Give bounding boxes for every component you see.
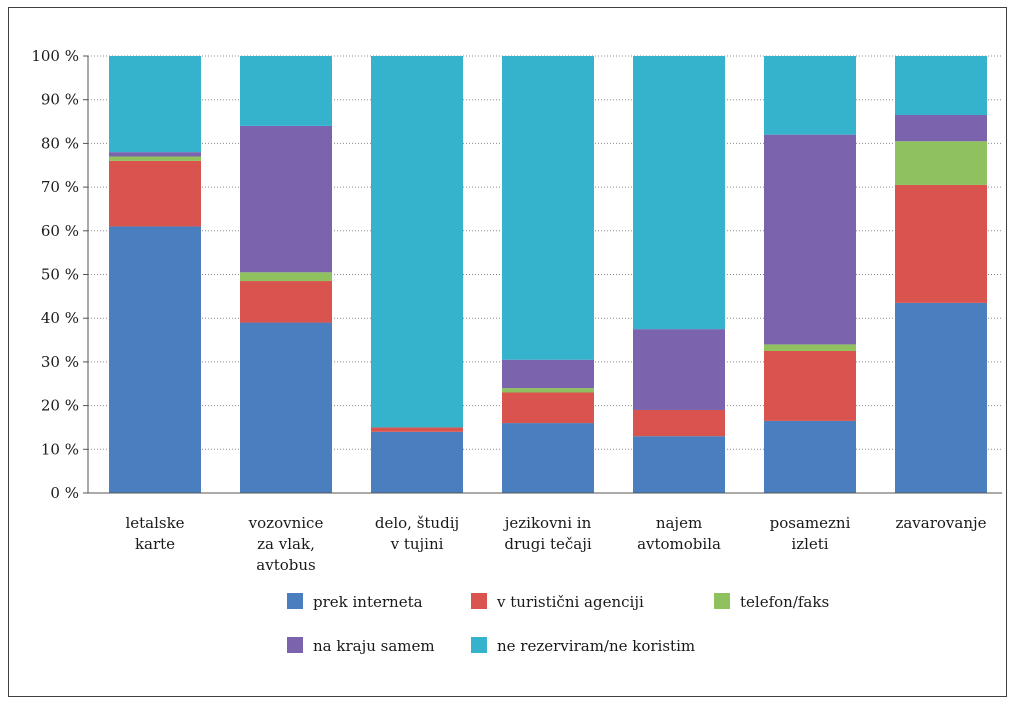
bar-segment xyxy=(240,56,332,126)
y-tick-label: 90 % xyxy=(41,91,79,109)
y-tick-label: 60 % xyxy=(41,222,79,240)
x-category-label: vozovnice xyxy=(248,514,324,532)
bar-segment xyxy=(502,423,594,493)
x-category-label: v tujini xyxy=(390,535,444,553)
bar-segment xyxy=(895,302,987,493)
bar-segment xyxy=(502,56,594,360)
x-category-label: za vlak, xyxy=(257,535,315,553)
bar-stack xyxy=(240,56,332,493)
x-category-label: delo, študij xyxy=(375,514,459,532)
bar-segment xyxy=(502,359,594,389)
x-category-label: drugi tečaji xyxy=(504,535,592,553)
legend-swatch xyxy=(714,593,730,609)
y-tick-label: 20 % xyxy=(41,397,79,415)
bar-segment xyxy=(895,56,987,115)
legend-swatch xyxy=(471,593,487,609)
bar-segment xyxy=(240,322,332,493)
legend-label: telefon/faks xyxy=(740,593,829,611)
x-category-label: posamezni xyxy=(770,514,851,532)
bar-segment xyxy=(633,56,725,330)
bar-segment xyxy=(109,226,201,493)
bar-segment xyxy=(502,388,594,393)
y-tick-labels: 0 % 10 % 20 % 30 % 40 % 50 % 60 % 70 % 80 % 90 % 1… xyxy=(31,47,79,502)
bar-segment xyxy=(240,272,332,282)
category-labels: letalske karte vozovnice za vlak, avtobus del… xyxy=(125,514,986,574)
x-category-label: avtomobila xyxy=(637,535,721,553)
bar-segment xyxy=(764,56,856,135)
bar-segment xyxy=(371,427,463,432)
bar-segment xyxy=(240,125,332,273)
bar-segment xyxy=(371,431,463,493)
x-category-label: avtobus xyxy=(256,556,315,574)
chart-frame xyxy=(8,7,1007,697)
y-tick-label: 0 % xyxy=(50,484,79,502)
y-tick-label: 100 % xyxy=(31,47,79,65)
y-tick-label: 30 % xyxy=(41,353,79,371)
legend-swatch xyxy=(471,637,487,653)
bar-segment xyxy=(633,329,725,410)
x-category-label: izleti xyxy=(791,535,828,553)
bar-segment xyxy=(895,141,987,185)
y-tick-label: 80 % xyxy=(41,134,79,152)
bar-stack xyxy=(633,56,725,493)
bar-stack xyxy=(109,56,201,493)
bar-segment xyxy=(895,184,987,303)
bar-segment xyxy=(633,436,725,493)
x-category-label: jezikovni in xyxy=(503,514,592,532)
bar-segment xyxy=(240,281,332,323)
legend-label: prek interneta xyxy=(313,593,423,611)
legend-item: v turistični agenciji xyxy=(471,593,644,611)
axes xyxy=(83,55,1002,494)
legend: prek interneta v turistični agenciji telef… xyxy=(287,593,829,655)
bar-stack xyxy=(764,56,856,493)
bar-segment xyxy=(502,392,594,424)
bar-stack xyxy=(371,56,463,493)
bar-segment xyxy=(109,156,201,161)
bar-segment xyxy=(764,420,856,493)
legend-label: v turistični agenciji xyxy=(496,593,644,611)
y-tick-label: 10 % xyxy=(41,440,79,458)
x-category-label: najem xyxy=(656,514,702,532)
bar-stacks xyxy=(109,56,987,493)
x-category-label: letalske xyxy=(125,514,184,532)
bar-stack xyxy=(502,56,594,493)
bar-segment xyxy=(633,409,725,437)
legend-item: ne rezerviram/ne koristim xyxy=(471,637,695,655)
bar-segment xyxy=(764,134,856,345)
bar-segment xyxy=(371,56,463,428)
legend-label: ne rezerviram/ne koristim xyxy=(497,637,695,655)
bar-segment xyxy=(895,114,987,142)
legend-item: na kraju samem xyxy=(287,637,435,655)
bar-segment xyxy=(109,56,201,153)
bar-segment xyxy=(764,350,856,421)
y-tick-label: 40 % xyxy=(41,309,79,327)
x-category-label: zavarovanje xyxy=(895,514,986,532)
legend-swatch xyxy=(287,593,303,609)
bar-segment xyxy=(764,344,856,351)
bar-segment xyxy=(109,152,201,157)
legend-label: na kraju samem xyxy=(313,637,435,655)
legend-item: telefon/faks xyxy=(714,593,829,611)
y-tick-label: 70 % xyxy=(41,178,79,196)
x-category-label: karte xyxy=(135,535,175,553)
bar-segment xyxy=(109,160,201,227)
legend-item: prek interneta xyxy=(287,593,423,611)
legend-swatch xyxy=(287,637,303,653)
bar-stack xyxy=(895,56,987,493)
y-tick-label: 50 % xyxy=(41,266,79,284)
